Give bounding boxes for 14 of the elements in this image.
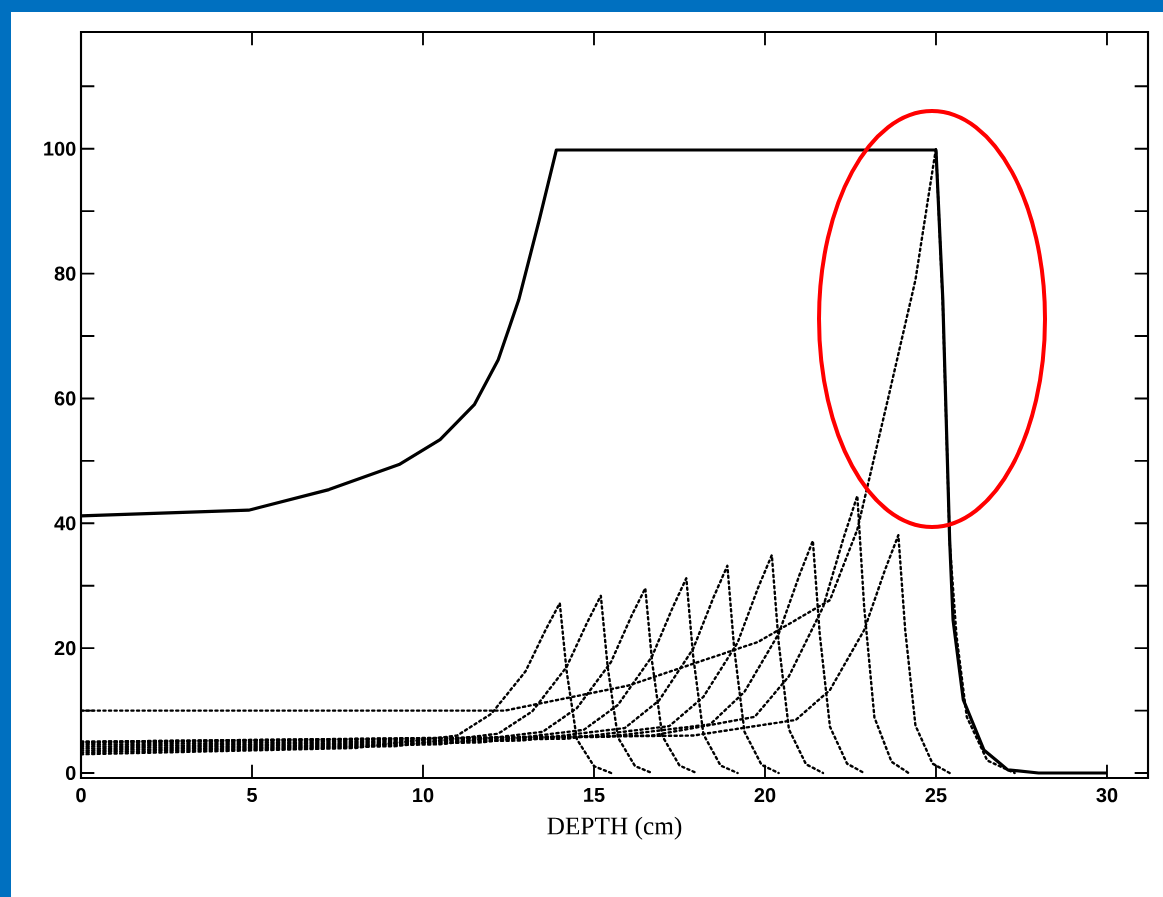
x-tick-label: 25 xyxy=(925,788,947,803)
x-axis-title: DEPTH (cm) xyxy=(547,816,682,840)
x-tick-label: 0 xyxy=(76,788,86,803)
x-tick-label: 15 xyxy=(584,788,605,802)
y-tick-label: 20 xyxy=(54,641,76,656)
y-tick-label: 0 xyxy=(65,765,76,781)
y-tick-label: 80 xyxy=(54,266,76,281)
x-tick-label: 10 xyxy=(413,788,434,803)
x-tick-label: 30 xyxy=(1096,788,1118,803)
x-tick-label: 5 xyxy=(247,788,257,802)
y-tick-label: 100 xyxy=(44,141,76,156)
y-tick-label: 60 xyxy=(54,391,76,406)
x-tick-label: 20 xyxy=(754,788,776,803)
y-tick-label: 40 xyxy=(54,516,76,531)
